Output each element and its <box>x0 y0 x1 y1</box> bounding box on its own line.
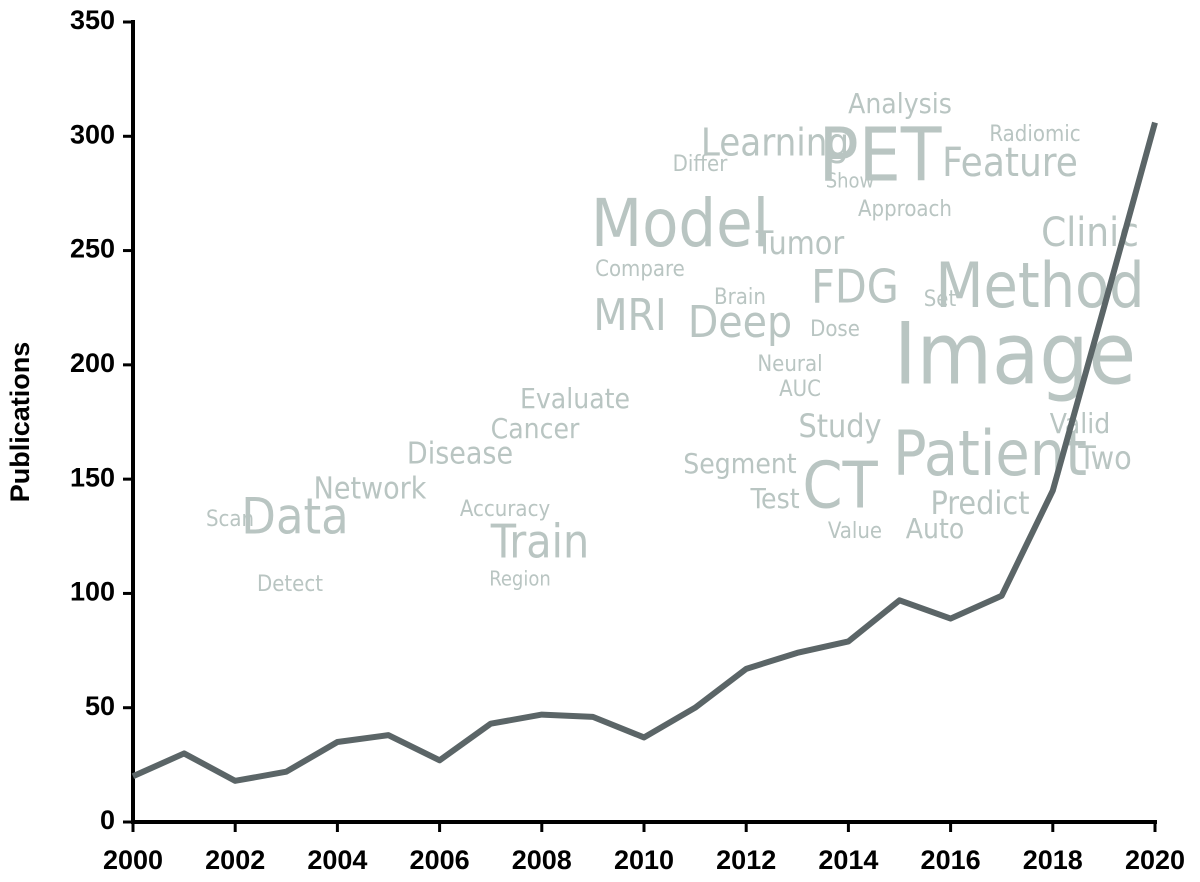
y-tick-label: 0 <box>100 805 115 835</box>
x-tick-label: 2002 <box>205 845 265 875</box>
y-tick-label: 200 <box>70 348 115 378</box>
cloud-word: Tumor <box>755 224 845 262</box>
x-tick-label: 2020 <box>1125 845 1185 875</box>
cloud-word: Radiomic <box>989 122 1080 147</box>
cloud-word: Deep <box>688 297 792 348</box>
cloud-word: Detect <box>257 572 323 597</box>
y-tick-label: 50 <box>85 691 115 721</box>
cloud-word: Network <box>314 472 427 507</box>
cloud-word: Value <box>828 519 882 544</box>
cloud-word: FDG <box>811 260 899 314</box>
cloud-word: Compare <box>595 257 685 282</box>
cloud-word: Learning <box>701 121 849 165</box>
cloud-word: Disease <box>407 437 513 472</box>
cloud-word: Accuracy <box>460 497 551 522</box>
cloud-word: Model <box>591 185 769 262</box>
cloud-word: MRI <box>593 290 666 341</box>
x-tick-label: 2018 <box>1023 845 1083 875</box>
cloud-word: Valid <box>1050 407 1110 440</box>
cloud-word: CT <box>802 450 878 524</box>
x-tick-label: 2000 <box>103 845 163 875</box>
cloud-word: Image <box>894 304 1136 404</box>
y-tick-label: 250 <box>70 234 115 264</box>
x-tick-label: 2008 <box>512 845 572 875</box>
cloud-word: Analysis <box>848 87 952 120</box>
cloud-word: Differ <box>673 152 729 177</box>
y-tick-label: 100 <box>70 577 115 607</box>
cloud-word: Study <box>798 407 881 445</box>
cloud-word: Train <box>490 515 590 569</box>
cloud-word: Feature <box>942 140 1078 186</box>
data-line <box>131 121 1158 784</box>
cloud-word: Test <box>749 482 799 515</box>
cloud-word: Evaluate <box>520 382 630 415</box>
cloud-word: Two <box>1077 439 1131 477</box>
cloud-word: Method <box>935 249 1144 322</box>
cloud-word: Data <box>241 488 348 546</box>
x-tick-label: 2004 <box>307 845 367 875</box>
cloud-word: Set <box>924 287 957 312</box>
cloud-word: Segment <box>683 447 797 480</box>
cloud-word: AUC <box>779 377 821 402</box>
cloud-word: Cancer <box>491 412 580 445</box>
x-tick-label: 2010 <box>614 845 674 875</box>
cloud-word: Auto <box>906 512 964 545</box>
x-tick-label: 2016 <box>921 845 981 875</box>
cloud-word: Approach <box>858 197 952 222</box>
cloud-word: Brain <box>714 285 766 310</box>
cloud-word: PET <box>819 113 942 199</box>
cloud-word: Show <box>826 169 875 193</box>
y-tick-label: 300 <box>70 119 115 149</box>
x-tick-label: 2012 <box>716 845 776 875</box>
cloud-word: Predict <box>930 484 1029 522</box>
cloud-word: Region <box>489 567 551 591</box>
cloud-word: Scan <box>206 507 254 532</box>
y-tick-label: 350 <box>70 5 115 35</box>
x-tick-label: 2006 <box>410 845 470 875</box>
cloud-word: Neural <box>757 352 822 377</box>
cloud-word: Dose <box>810 317 860 342</box>
x-tick-label: 2014 <box>818 845 878 875</box>
y-axis-label: Publications <box>5 342 35 503</box>
y-tick-label: 150 <box>70 462 115 492</box>
